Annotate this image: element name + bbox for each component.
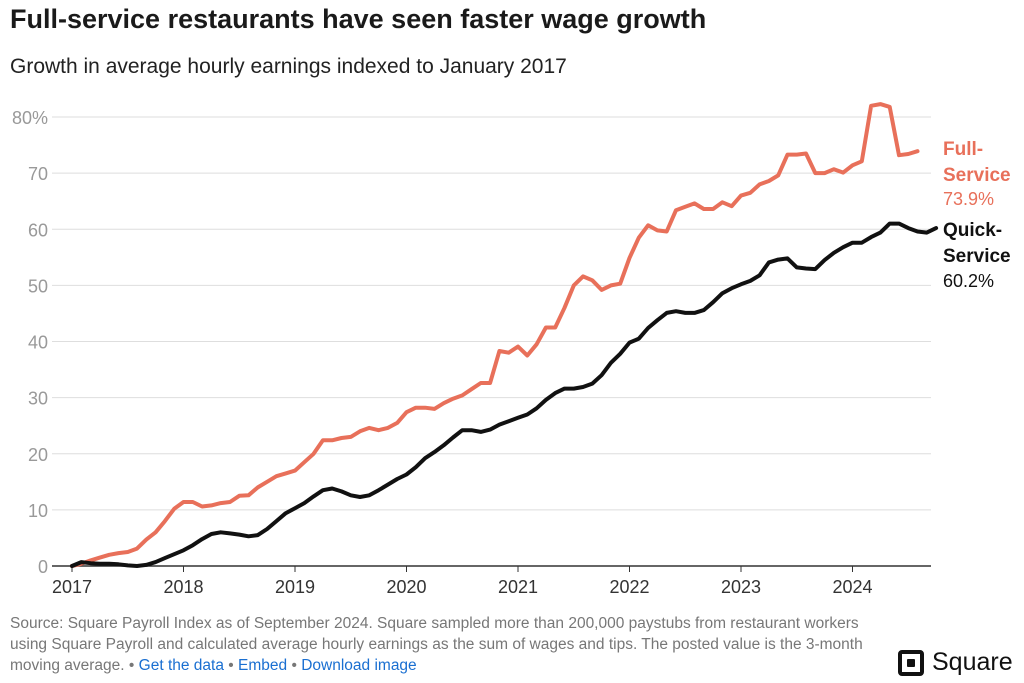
- series-name-label: Quick-: [943, 220, 1002, 241]
- y-tick-label: 30: [28, 389, 48, 409]
- x-tick-label: 2021: [498, 577, 538, 597]
- series-end-value-label: 60.2%: [943, 271, 994, 291]
- x-tick-label: 2023: [721, 577, 761, 597]
- series-lines: [70, 102, 939, 568]
- y-axis-tick-labels: 80% 70 60 50 40 30 20 10 0: [12, 108, 48, 577]
- footer-separator: •: [128, 657, 135, 674]
- y-tick-label: 40: [28, 333, 48, 353]
- series-name-label: Service: [943, 246, 1011, 267]
- x-tick-label: 2022: [609, 577, 649, 597]
- x-tick-label: 2018: [163, 577, 203, 597]
- full-service-line: [70, 102, 920, 568]
- y-tick-label: 70: [28, 164, 48, 184]
- quick-service-line: [70, 221, 939, 568]
- grid-lines: [52, 116, 931, 567]
- y-tick-label: 0: [38, 557, 48, 577]
- series-name-label: Full-: [943, 139, 983, 160]
- x-tick-label: 2024: [832, 577, 872, 597]
- get-the-data-link[interactable]: Get the data: [138, 657, 224, 674]
- x-tick-label: 2020: [386, 577, 426, 597]
- chart-title: Full-service restaurants have seen faste…: [10, 4, 707, 34]
- brand-name: Square: [932, 648, 1013, 676]
- footer-separator: •: [291, 657, 297, 674]
- y-tick-label: 50: [28, 276, 48, 296]
- y-tick-label: 20: [28, 445, 48, 465]
- square-logo-icon: [898, 649, 924, 676]
- square-brand: Square: [898, 648, 1013, 677]
- series-end-value-label: 73.9%: [943, 189, 994, 209]
- series-end-labels: Full- Service 73.9% Quick- Service 60.2%: [943, 139, 1011, 291]
- embed-link[interactable]: Embed: [238, 657, 288, 674]
- x-axis-tick-labels: 2017 2018 2019 2020 2021 2022 2023 2024: [52, 566, 873, 597]
- chart-subtitle: Growth in average hourly earnings indexe…: [10, 55, 567, 78]
- footer-separator: •: [228, 657, 234, 674]
- download-image-link[interactable]: Download image: [301, 657, 417, 674]
- source-note: Source: Square Payroll Index as of Septe…: [10, 615, 863, 674]
- x-tick-label: 2019: [275, 577, 315, 597]
- chart-footer: Source: Square Payroll Index as of Septe…: [10, 613, 890, 676]
- x-tick-label: 2017: [52, 577, 92, 597]
- y-tick-label: 80%: [12, 108, 48, 128]
- y-tick-label: 60: [28, 220, 48, 240]
- y-tick-label: 10: [28, 501, 48, 521]
- series-name-label: Service: [943, 165, 1011, 186]
